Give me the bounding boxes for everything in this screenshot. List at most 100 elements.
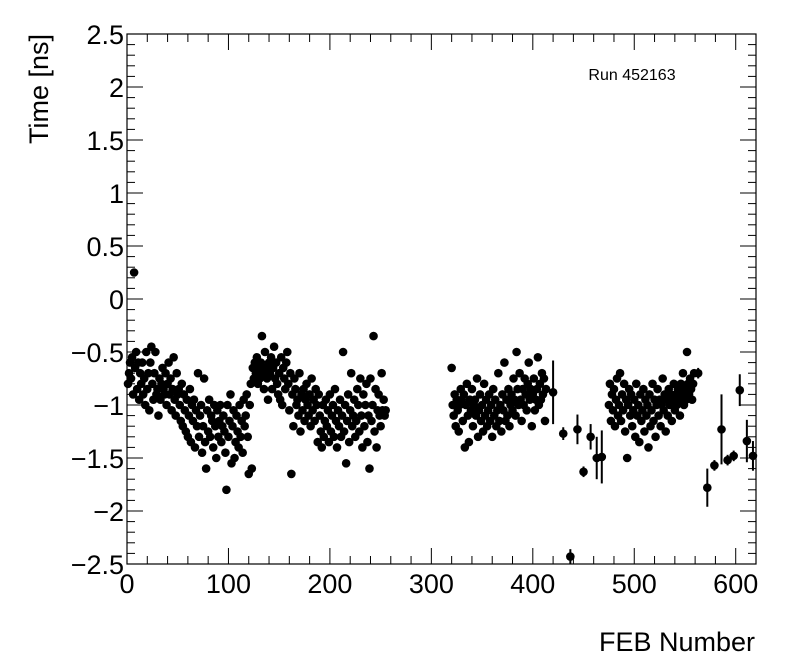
data-point (201, 464, 211, 473)
data-point (653, 384, 662, 394)
data-point (263, 395, 273, 405)
data-point (372, 443, 381, 452)
data-point (287, 469, 296, 479)
y-tick-label: 1 (109, 179, 124, 209)
data-point (230, 453, 239, 463)
data-point (487, 432, 497, 442)
data-point (541, 384, 551, 394)
data-point (361, 400, 370, 410)
data-point (205, 432, 215, 442)
tick-labels: 0 100 200 300 400 500 600 −2.5 −2 −1.5 −1 −0.5 0 0.5 1… (71, 20, 759, 599)
data-point (682, 347, 692, 357)
x-tick-label: 400 (510, 569, 555, 599)
y-tick-label: 0.5 (86, 232, 124, 262)
data-point (222, 485, 231, 495)
data-point (317, 443, 327, 452)
data-point (627, 421, 637, 431)
data-point (703, 483, 712, 492)
data-point (472, 374, 482, 383)
data-point (344, 437, 354, 447)
data-point (367, 416, 376, 426)
data-point (129, 268, 139, 277)
data-point (190, 443, 200, 452)
data-point (359, 390, 368, 399)
data-point (363, 437, 372, 447)
data-point (579, 467, 588, 477)
x-tick-label: 500 (612, 569, 657, 599)
data-point (211, 453, 221, 463)
data-point (639, 384, 648, 394)
data-point (245, 400, 255, 410)
data-point (527, 421, 537, 431)
data-point (259, 384, 269, 394)
data-point (505, 421, 514, 431)
y-tick-label: −2.5 (71, 550, 124, 580)
y-tick-label: 0 (109, 285, 124, 315)
data-point (291, 384, 300, 394)
x-tick-label: 100 (206, 569, 251, 599)
data-point (243, 432, 253, 442)
data-point (219, 411, 228, 420)
data-point (717, 425, 726, 434)
data-point (330, 384, 340, 394)
data-point (511, 411, 520, 420)
data-point (693, 368, 703, 378)
data-point (146, 358, 155, 367)
data-point (172, 368, 182, 378)
data-point (307, 374, 316, 383)
data-point (651, 432, 660, 442)
data-point (216, 400, 225, 410)
y-tick-label: −2 (93, 497, 124, 527)
data-point (548, 387, 558, 397)
data-point (742, 436, 752, 446)
data-point (332, 443, 342, 452)
data-point (296, 427, 305, 436)
run-annotation: Run 452163 (588, 67, 675, 84)
data-point (573, 425, 582, 434)
data-point (644, 443, 653, 452)
x-tick-label: 0 (119, 569, 134, 599)
data-point (616, 416, 626, 426)
data-point (208, 443, 218, 452)
data-point (223, 400, 232, 410)
data-point (217, 437, 226, 447)
data-point (729, 451, 738, 461)
data-point (370, 427, 379, 436)
data-point (295, 368, 304, 378)
y-tick-label: 1.5 (86, 126, 124, 156)
data-point (224, 432, 233, 442)
data-point (284, 379, 293, 389)
x-tick-label: 200 (307, 569, 352, 599)
data-point (354, 400, 363, 410)
data-point (459, 390, 469, 399)
y-tick-label: 2 (109, 73, 124, 103)
data-point (529, 374, 539, 383)
data-point (479, 379, 489, 389)
data-point (566, 552, 575, 561)
data-point (522, 406, 532, 415)
data-point (687, 395, 697, 405)
data-point (341, 459, 351, 468)
data-point (196, 400, 206, 410)
data-point (366, 374, 375, 383)
data-point (260, 347, 270, 357)
data-point (194, 432, 204, 442)
error-bars (552, 360, 754, 564)
data-point (151, 347, 160, 357)
data-point (467, 384, 477, 394)
data-point (126, 374, 136, 383)
data-point (464, 437, 474, 447)
y-tick-label: −0.5 (71, 338, 124, 368)
axis-ticks (126, 33, 757, 565)
data-point (352, 384, 362, 394)
data-point (177, 379, 187, 389)
data-point (314, 390, 324, 399)
data-point (615, 368, 625, 378)
x-tick-label: 300 (409, 569, 454, 599)
data-point (635, 437, 644, 447)
data-point (379, 395, 388, 405)
data-point (475, 390, 485, 399)
data-point (610, 421, 620, 431)
x-tick-label: 600 (713, 569, 758, 599)
